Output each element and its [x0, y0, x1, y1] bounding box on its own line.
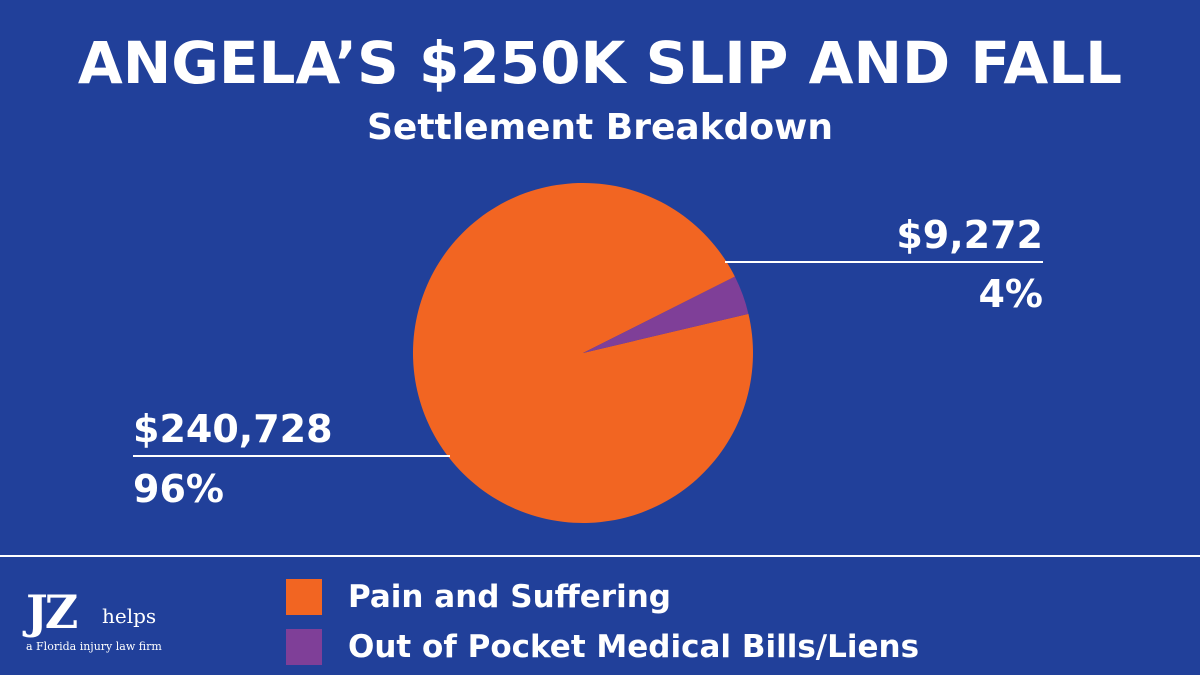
data-label-percent-pain-and-suffering: 96%	[133, 467, 224, 511]
footer-divider	[0, 555, 1200, 557]
logo-word: helps	[102, 604, 157, 628]
data-label-value-medical-bills: $9,272	[896, 213, 1043, 257]
data-label-value-pain-and-suffering: $240,728	[133, 407, 333, 451]
pie-chart: $9,272 4% $240,728 96%	[133, 182, 1043, 523]
logo-tagline: a Florida injury law firm	[26, 640, 162, 653]
pie-slice-out-of-pocket-medical-bills-liens	[583, 276, 749, 353]
chart-title: ANGELA’S $250K SLIP AND FALL	[77, 29, 1123, 97]
logo-monogram: JZ	[26, 585, 78, 639]
legend-label: Pain and Suffering	[348, 579, 671, 615]
legend-swatch	[286, 579, 322, 615]
legend: Pain and Suffering Out of Pocket Medical…	[286, 574, 919, 674]
data-label-percent-medical-bills: 4%	[978, 272, 1043, 316]
firm-logo: JZ helps a Florida injury law firm	[26, 586, 176, 658]
legend-item-pain-and-suffering: Pain and Suffering	[286, 574, 919, 620]
chart-subtitle: Settlement Breakdown	[366, 107, 834, 148]
legend-swatch	[286, 629, 322, 665]
legend-item-medical-bills: Out of Pocket Medical Bills/Liens	[286, 624, 919, 670]
pie-slice-pain-and-suffering	[412, 182, 753, 523]
legend-label: Out of Pocket Medical Bills/Liens	[348, 629, 920, 665]
